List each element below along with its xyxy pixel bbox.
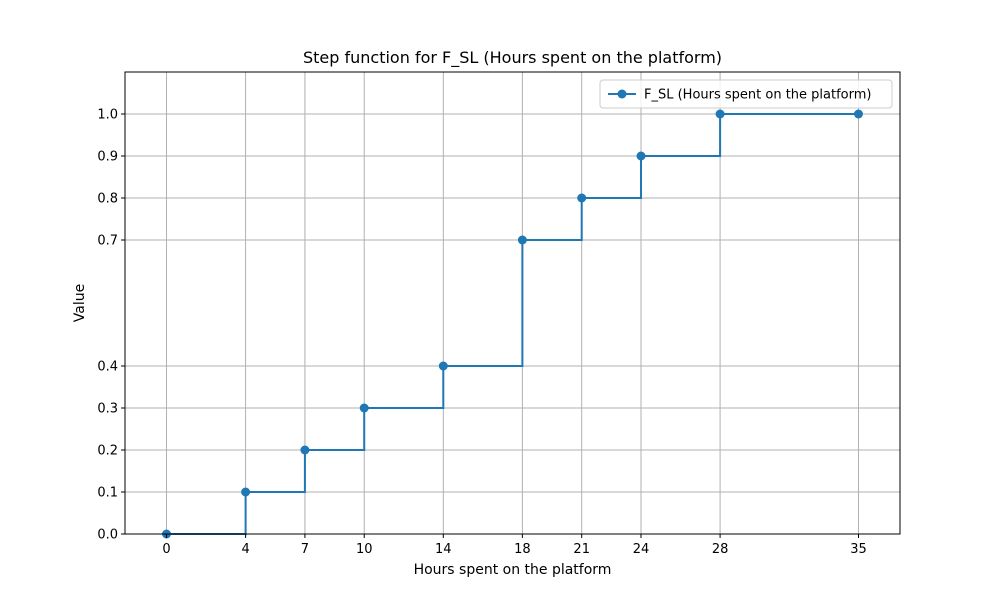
legend: F_SL (Hours spent on the platform) [599,79,893,109]
data-point [715,109,725,119]
legend-box [599,79,893,109]
x-tick-label: 14 [435,542,452,557]
x-axis-label: Hours spent on the platform [414,562,612,578]
y-tick-label: 0.9 [97,150,118,165]
legend-label: F_SL (Hours spent on the platform) [644,88,872,103]
data-point [300,445,310,455]
data-point [636,151,646,161]
data-point [241,487,251,497]
series-step-line [166,113,859,535]
y-tick-label: 0.4 [97,360,118,375]
y-tick-label: 0.8 [97,192,118,207]
y-axis-label: Value [72,284,88,322]
x-tick-label: 18 [514,542,531,557]
data-point [359,403,369,413]
x-tick-label: 24 [633,542,650,557]
y-tick-label: 0.7 [97,234,118,249]
axis-ticks: 0 4 7 10 14 18 21 24 28 35 0.0 0.1 0.2 0.3 0.4 0.7 0.8 0.… [97,108,866,558]
y-tick-label: 0.2 [97,444,118,459]
x-tick-label: 21 [573,542,590,557]
chart-title: Step function for F_SL (Hours spent on t… [303,48,722,68]
x-tick-label: 28 [712,542,729,557]
plot-frame [124,71,901,535]
legend-marker-icon [617,89,627,99]
data-point [438,361,448,371]
y-tick-label: 0.3 [97,402,118,417]
data-point [577,193,587,203]
data-point [853,109,863,119]
x-tick-label: 35 [850,542,867,557]
x-tick-label: 10 [356,542,373,557]
series-layer [162,109,863,539]
data-point [517,235,527,245]
x-tick-label: 7 [301,542,309,557]
y-tick-label: 0.0 [97,528,118,543]
x-tick-label: 0 [162,542,170,557]
y-tick-label: 1.0 [97,108,118,123]
x-tick-label: 4 [241,542,249,557]
y-tick-label: 0.1 [97,486,118,501]
